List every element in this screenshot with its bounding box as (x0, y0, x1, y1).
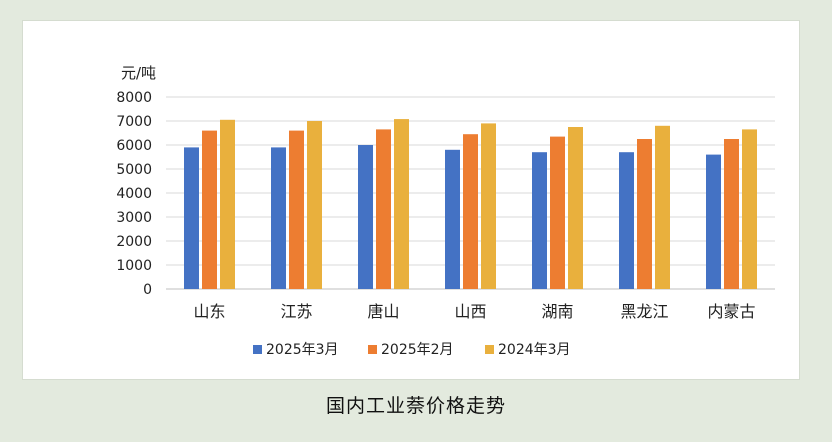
y-tick-label: 1000 (116, 258, 152, 274)
y-tick-label: 4000 (116, 186, 152, 202)
x-category-label: 湖南 (541, 302, 573, 321)
x-category-labels: 山东 江苏 唐山 山西 湖南 黑龙江 内蒙古 (193, 302, 755, 321)
bar-chart: 元/吨 0 1000 2000 3000 4000 5000 6000 7000 8000 山东… (116, 64, 775, 358)
chart-panel: 元/吨 0 1000 2000 3000 4000 5000 6000 7000 8000 山东… (22, 20, 800, 380)
bar-1-4 (445, 149, 460, 289)
bar-2-5 (550, 136, 565, 289)
legend-swatch (253, 345, 262, 354)
y-tick-label: 0 (143, 282, 152, 298)
bar-1-6 (619, 152, 634, 289)
legend: 2025年3月 2025年2月 2024年3月 (253, 342, 571, 358)
legend-swatch (485, 345, 494, 354)
bar-1-7 (706, 154, 721, 289)
y-tick-label: 2000 (116, 234, 152, 250)
bar-1-5 (532, 152, 547, 289)
x-category-label: 内蒙古 (707, 302, 755, 321)
bar-3-1 (220, 119, 235, 289)
bar-3-2 (307, 121, 322, 289)
x-category-label: 江苏 (280, 302, 312, 321)
bar-2-4 (463, 134, 478, 289)
legend-swatch (368, 345, 377, 354)
bar-1-3 (358, 145, 373, 289)
x-category-label: 唐山 (367, 302, 399, 321)
y-tick-label: 8000 (116, 90, 152, 106)
x-category-label: 黑龙江 (620, 302, 668, 321)
x-category-label: 山东 (193, 302, 225, 321)
y-tick-label: 5000 (116, 162, 152, 178)
bar-3-3 (394, 119, 409, 289)
y-tick-label: 3000 (116, 210, 152, 226)
bar-3-6 (655, 125, 670, 289)
bar-2-7 (724, 139, 739, 289)
legend-label: 2025年2月 (381, 342, 454, 358)
bar-2-1 (202, 130, 217, 289)
bar-1-2 (271, 147, 286, 289)
chart-caption: 国内工业萘价格走势 (325, 395, 506, 417)
bar-1-1 (184, 147, 199, 289)
bar-2-3 (376, 129, 391, 289)
bar-3-5 (568, 127, 583, 289)
bar-2-2 (289, 130, 304, 289)
x-category-label: 山西 (454, 302, 486, 321)
y-tick-label: 6000 (116, 138, 152, 154)
y-tick-labels: 0 1000 2000 3000 4000 5000 6000 7000 8000 (116, 90, 152, 298)
bar-3-4 (481, 123, 496, 290)
y-axis-unit-label: 元/吨 (121, 64, 156, 82)
y-tick-label: 7000 (116, 114, 152, 130)
bar-2-6 (637, 139, 652, 289)
legend-label: 2025年3月 (266, 342, 339, 358)
bar-series (184, 119, 757, 290)
legend-label: 2024年3月 (498, 342, 571, 358)
bar-3-7 (742, 129, 757, 289)
